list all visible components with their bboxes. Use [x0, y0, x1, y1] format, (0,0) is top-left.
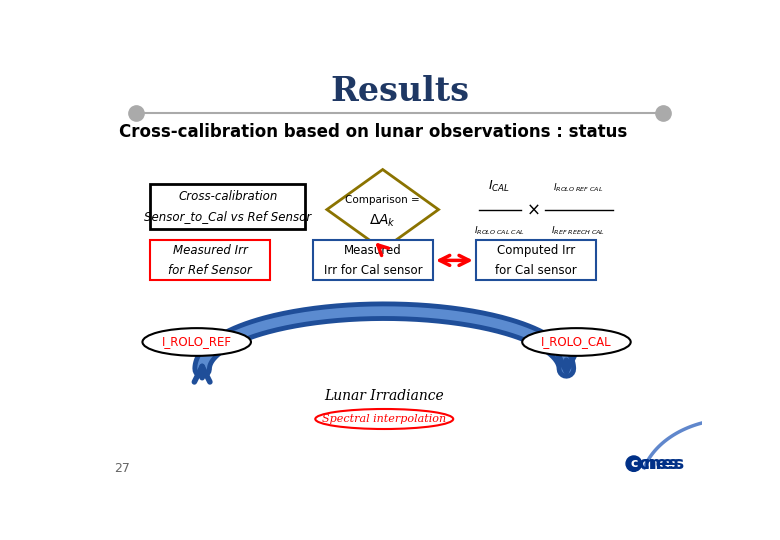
Text: 27: 27: [115, 462, 130, 475]
Text: Comparison =: Comparison =: [346, 195, 420, 205]
Text: I_ROLO_CAL: I_ROLO_CAL: [541, 335, 612, 348]
Text: сnes: сnes: [639, 455, 685, 472]
Text: nes: nes: [643, 455, 679, 472]
Text: $\times$: $\times$: [526, 201, 540, 218]
Ellipse shape: [315, 409, 453, 429]
Text: $I_{ROLO\ CAL\ CAL}$: $I_{ROLO\ CAL\ CAL}$: [473, 225, 524, 238]
Text: Measured
Irr for Cal sensor: Measured Irr for Cal sensor: [324, 244, 422, 277]
Bar: [313, 240, 433, 280]
Circle shape: [626, 456, 642, 471]
Text: Computed Irr
for Cal sensor: Computed Irr for Cal sensor: [495, 244, 576, 277]
Text: c: c: [630, 457, 637, 470]
Text: Results: Results: [330, 75, 470, 108]
Text: Cross-calibration based on lunar observations : status: Cross-calibration based on lunar observa…: [119, 123, 627, 141]
Bar: [476, 240, 596, 280]
Ellipse shape: [522, 328, 631, 356]
Bar: [151, 184, 305, 229]
Text: Lunar Irradiance: Lunar Irradiance: [324, 389, 444, 403]
Text: $I_{REF\ REECH\ CAL}$: $I_{REF\ REECH\ CAL}$: [551, 225, 605, 238]
Text: Measured Irr
for Ref Sensor: Measured Irr for Ref Sensor: [168, 244, 252, 277]
Ellipse shape: [143, 328, 251, 356]
Text: $I_{CAL}$: $I_{CAL}$: [488, 179, 510, 194]
Text: Spectral interpolation: Spectral interpolation: [322, 414, 446, 424]
Text: $\Delta A_k$: $\Delta A_k$: [369, 212, 396, 228]
Text: Cross-calibration
Sensor_to_Cal vs Ref Sensor: Cross-calibration Sensor_to_Cal vs Ref S…: [144, 190, 311, 223]
Text: $I_{ROLO\ REF\ CAL}$: $I_{ROLO\ REF\ CAL}$: [553, 181, 603, 194]
Polygon shape: [327, 170, 438, 249]
Text: I_ROLO_REF: I_ROLO_REF: [161, 335, 232, 348]
Bar: [151, 240, 271, 280]
